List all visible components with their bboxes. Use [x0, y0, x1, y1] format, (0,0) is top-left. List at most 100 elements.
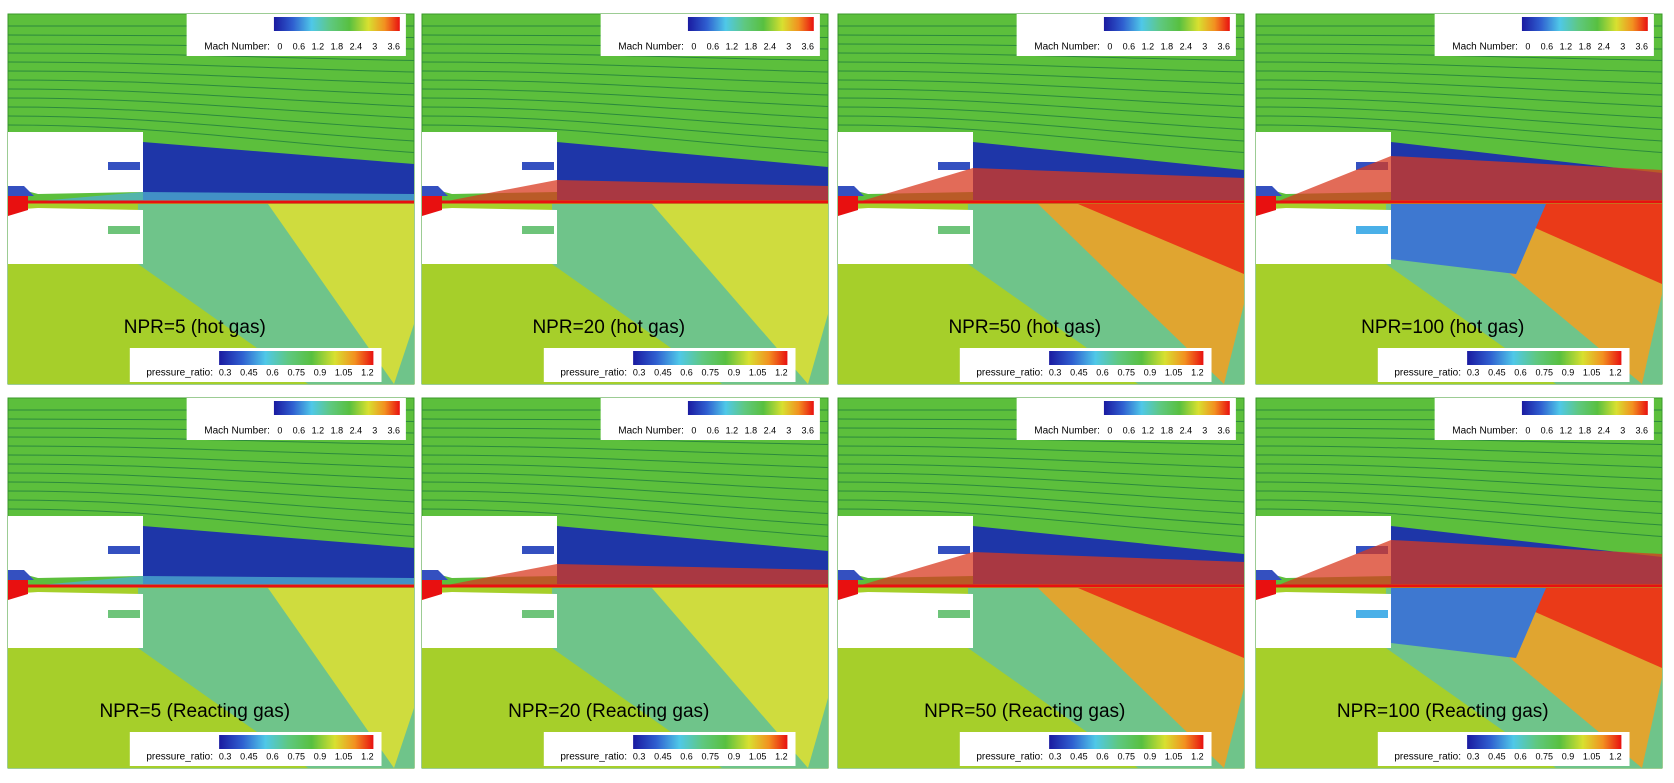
- color-bar: [219, 735, 374, 749]
- legend-tick-label: 0.75: [1535, 751, 1553, 761]
- legend-tick-label: 1.8: [1579, 425, 1592, 435]
- legend-tick-label: 1.2: [1560, 425, 1573, 435]
- streamline: [7, 97, 415, 119]
- legend-tick-label: 1.05: [749, 751, 767, 761]
- legend-tick-label: 0.9: [1562, 751, 1575, 761]
- legend-tick-label: 0.75: [1535, 367, 1553, 377]
- panel: Mach Number: 0 0.6 1.2 1.8 2.4 3 3.6 NPR=100 (ho…: [1255, 13, 1663, 385]
- legend-tick-label: 0: [691, 41, 696, 51]
- legend-tick-label: 0: [1107, 425, 1112, 435]
- legend-tick-label: 0.3: [1467, 367, 1480, 377]
- legend-tick-label: 0.6: [1096, 751, 1109, 761]
- legend-tick-label: 3: [372, 425, 377, 435]
- streamline: [7, 88, 415, 107]
- panel-label: NPR=5 (Reacting gas): [99, 701, 290, 722]
- streamline: [837, 88, 1245, 107]
- legend-tick-label: 0.9: [728, 367, 741, 377]
- legend-title: Mach Number:: [618, 42, 684, 53]
- streamline: [837, 490, 1245, 514]
- lower-shock: [652, 588, 828, 768]
- legend-tick-label: 0.3: [633, 751, 646, 761]
- shear-layer: [1276, 540, 1662, 586]
- streamline: [421, 115, 829, 142]
- streamline: [1255, 481, 1663, 503]
- streamline: [837, 463, 1245, 480]
- legend-tick-label: 3.6: [388, 41, 401, 51]
- legend-tick-label: 2.4: [1180, 41, 1193, 51]
- body-upper: [422, 516, 557, 578]
- legend-tick-label: 0.45: [654, 751, 672, 761]
- legend-tick-label: 1.2: [1142, 425, 1155, 435]
- legend-tick-label: 3.6: [1636, 425, 1649, 435]
- legend-tick-label: 0.9: [1144, 751, 1157, 761]
- color-bar: [1049, 351, 1204, 365]
- streamline: [837, 115, 1245, 142]
- strut-lower: [108, 226, 140, 234]
- legend-tick-label: 0.6: [1123, 41, 1136, 51]
- legend-tick-label: 1.8: [1579, 41, 1592, 51]
- legend-title: Mach Number:: [1452, 426, 1518, 437]
- body-upper: [8, 132, 143, 194]
- legend-tick-label: 0.6: [680, 751, 693, 761]
- shear-layer: [858, 552, 1244, 586]
- streamline: [7, 454, 415, 468]
- legend-title: pressure_ratio:: [146, 752, 213, 763]
- panel: Mach Number: 0 0.6 1.2 1.8 2.4 3 3.6 NPR=20 (hot…: [421, 13, 829, 385]
- legend-tick-label: 3: [786, 41, 791, 51]
- streamline: [837, 445, 1245, 457]
- legend-tick-label: 2.4: [1180, 425, 1193, 435]
- body-lower: [422, 592, 557, 648]
- streamline: [837, 124, 1245, 153]
- legend-title: Mach Number:: [618, 426, 684, 437]
- strut-upper: [938, 546, 970, 554]
- body-upper: [8, 516, 143, 578]
- streamline: [421, 490, 829, 514]
- streamline: [1255, 445, 1663, 457]
- strut-upper: [522, 162, 554, 170]
- legend-title: pressure_ratio:: [1394, 368, 1461, 379]
- streamline: [7, 445, 415, 457]
- streamline: [1255, 97, 1663, 119]
- lower-hot: [1078, 204, 1244, 274]
- strut-lower: [522, 610, 554, 618]
- legend-tick-label: 3: [786, 425, 791, 435]
- streamline: [7, 499, 415, 526]
- legend-tick-label: 2.4: [350, 425, 363, 435]
- legend-tick-label: 1.05: [335, 367, 353, 377]
- legend-tick-label: 0.6: [707, 41, 720, 51]
- legend-tick-label: 0.9: [1144, 367, 1157, 377]
- legend-tick-label: 1.8: [331, 425, 344, 435]
- legend-title: pressure_ratio:: [1394, 752, 1461, 763]
- legend-tick-label: 0.6: [1514, 751, 1527, 761]
- streamline: [421, 70, 829, 84]
- body-lower: [1256, 208, 1391, 264]
- strut-lower: [522, 226, 554, 234]
- streamline: [7, 106, 415, 130]
- nozzle-cap: [8, 570, 34, 580]
- strut-lower: [938, 226, 970, 234]
- legend-tick-label: 0.9: [314, 367, 327, 377]
- legend-tick-label: 1.2: [1609, 367, 1622, 377]
- legend-tick-label: 1.2: [312, 41, 325, 51]
- strut-lower: [1356, 610, 1388, 618]
- streamline: [837, 106, 1245, 130]
- shear-layer: [442, 180, 828, 202]
- legend-tick-label: 1.2: [361, 367, 374, 377]
- strut-upper: [522, 546, 554, 554]
- streamline: [421, 79, 829, 96]
- legend-tick-label: 1.2: [726, 41, 739, 51]
- legend-tick-label: 0.9: [728, 751, 741, 761]
- panel-label: NPR=100 (Reacting gas): [1337, 701, 1549, 722]
- color-bar: [1521, 17, 1648, 31]
- body-lower: [422, 208, 557, 264]
- strut-lower: [108, 610, 140, 618]
- legend-tick-label: 3: [1620, 425, 1625, 435]
- legend-tick-label: 0.6: [293, 425, 306, 435]
- color-bar: [687, 401, 814, 415]
- streamline: [837, 61, 1245, 73]
- shear-layer: [28, 576, 414, 586]
- color-bar: [1467, 351, 1622, 365]
- legend-title: Mach Number:: [1034, 42, 1100, 53]
- legend-title: pressure_ratio:: [146, 368, 213, 379]
